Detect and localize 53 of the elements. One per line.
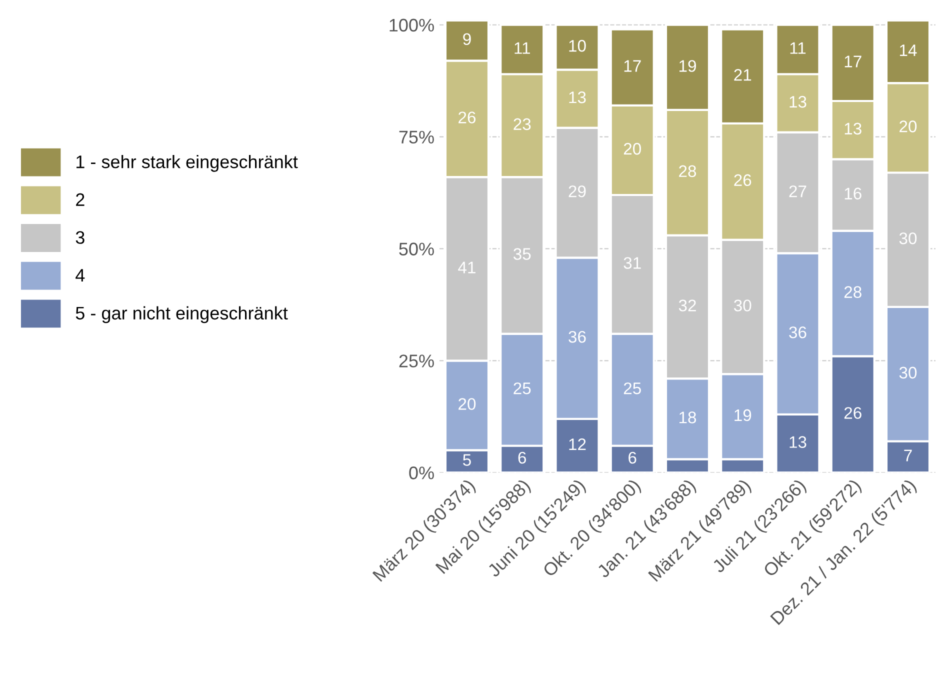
legend-label: 1 - sehr stark eingeschränkt bbox=[76, 154, 298, 172]
data-label: 17 bbox=[844, 56, 862, 68]
y-tick-label: 25% bbox=[399, 354, 434, 368]
data-label: 30 bbox=[734, 300, 752, 312]
data-label: 13 bbox=[790, 96, 806, 108]
data-label: 26 bbox=[734, 174, 752, 186]
y-tick-label: 75% bbox=[399, 130, 434, 144]
data-label: 30 bbox=[899, 366, 917, 379]
data-label: 12 bbox=[569, 438, 586, 450]
data-label: 6 bbox=[628, 452, 636, 464]
data-label: 11 bbox=[514, 42, 530, 54]
legend-label: 3 bbox=[76, 231, 84, 244]
data-label: 31 bbox=[624, 257, 641, 269]
data-label: 13 bbox=[569, 91, 586, 104]
data-label: 20 bbox=[624, 142, 641, 155]
data-label: 32 bbox=[678, 300, 696, 312]
data-label: 20 bbox=[900, 120, 917, 132]
legend-label: 5 - gar nicht eingeschränkt bbox=[76, 306, 288, 324]
data-label: 41 bbox=[458, 262, 476, 274]
data-label: 28 bbox=[844, 286, 862, 298]
data-label: 25 bbox=[514, 382, 531, 394]
data-label: 5 bbox=[463, 454, 471, 466]
data-label: 16 bbox=[844, 188, 862, 200]
data-label: 10 bbox=[569, 40, 586, 52]
data-label: 20 bbox=[458, 398, 476, 410]
legend-label: 2 bbox=[76, 193, 84, 206]
data-label: 19 bbox=[679, 60, 696, 72]
data-label: 30 bbox=[899, 232, 917, 244]
data-label: 26 bbox=[844, 407, 862, 419]
y-tick-label: 0% bbox=[409, 466, 434, 480]
data-label: 21 bbox=[734, 69, 752, 81]
data-label: 23 bbox=[514, 118, 531, 130]
data-label: 9 bbox=[463, 33, 471, 46]
data-label: 11 bbox=[790, 42, 806, 54]
data-label: 6 bbox=[518, 452, 526, 464]
y-tick-label: 100% bbox=[390, 18, 434, 32]
data-label: 19 bbox=[734, 409, 752, 422]
legend-label: 4 bbox=[76, 269, 85, 282]
data-label: 17 bbox=[624, 60, 641, 72]
data-label: 27 bbox=[789, 185, 806, 198]
data-label: 28 bbox=[679, 165, 696, 178]
data-label: 13 bbox=[790, 436, 806, 448]
data-label: 36 bbox=[568, 330, 586, 343]
data-label: 14 bbox=[900, 44, 917, 56]
data-label: 25 bbox=[624, 382, 641, 394]
data-label: 13 bbox=[844, 122, 862, 135]
data-label: 26 bbox=[458, 112, 476, 124]
y-tick-label: 50% bbox=[399, 242, 434, 256]
data-label: 18 bbox=[679, 412, 696, 424]
data-label: 35 bbox=[513, 248, 531, 260]
data-label: 36 bbox=[789, 326, 806, 338]
data-label: 29 bbox=[568, 185, 586, 198]
data-label: 7 bbox=[904, 450, 912, 462]
